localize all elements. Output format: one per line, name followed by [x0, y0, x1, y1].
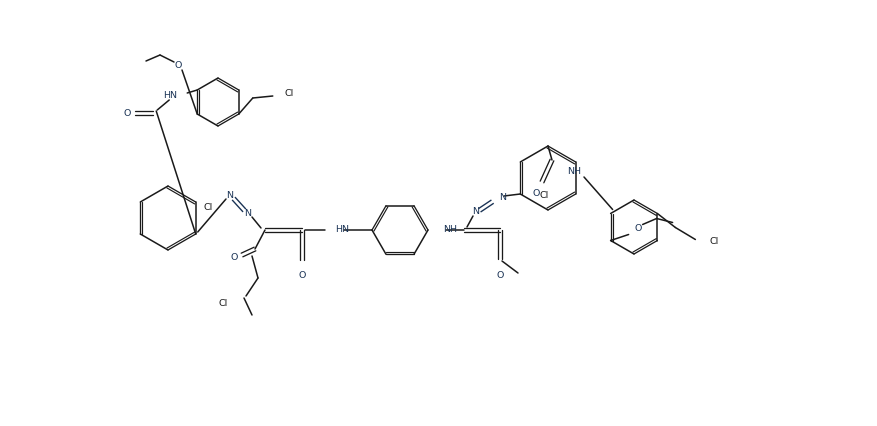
Text: NH: NH — [567, 167, 581, 176]
Text: N: N — [245, 210, 252, 219]
Text: Cl: Cl — [218, 299, 228, 308]
Text: O: O — [231, 253, 238, 262]
Text: O: O — [175, 60, 182, 69]
Text: HN: HN — [163, 90, 177, 100]
Text: N: N — [499, 193, 506, 202]
Text: NH: NH — [443, 225, 457, 234]
Text: O: O — [635, 224, 642, 233]
Text: Cl: Cl — [285, 89, 294, 98]
Text: O: O — [298, 271, 306, 279]
Text: O: O — [532, 190, 539, 199]
Text: Cl: Cl — [709, 237, 718, 246]
Text: N: N — [226, 192, 233, 201]
Text: Cl: Cl — [203, 202, 213, 211]
Text: O: O — [124, 109, 131, 118]
Text: O: O — [496, 271, 503, 279]
Text: N: N — [473, 207, 480, 216]
Text: HN: HN — [335, 225, 349, 234]
Text: Cl: Cl — [539, 192, 549, 201]
